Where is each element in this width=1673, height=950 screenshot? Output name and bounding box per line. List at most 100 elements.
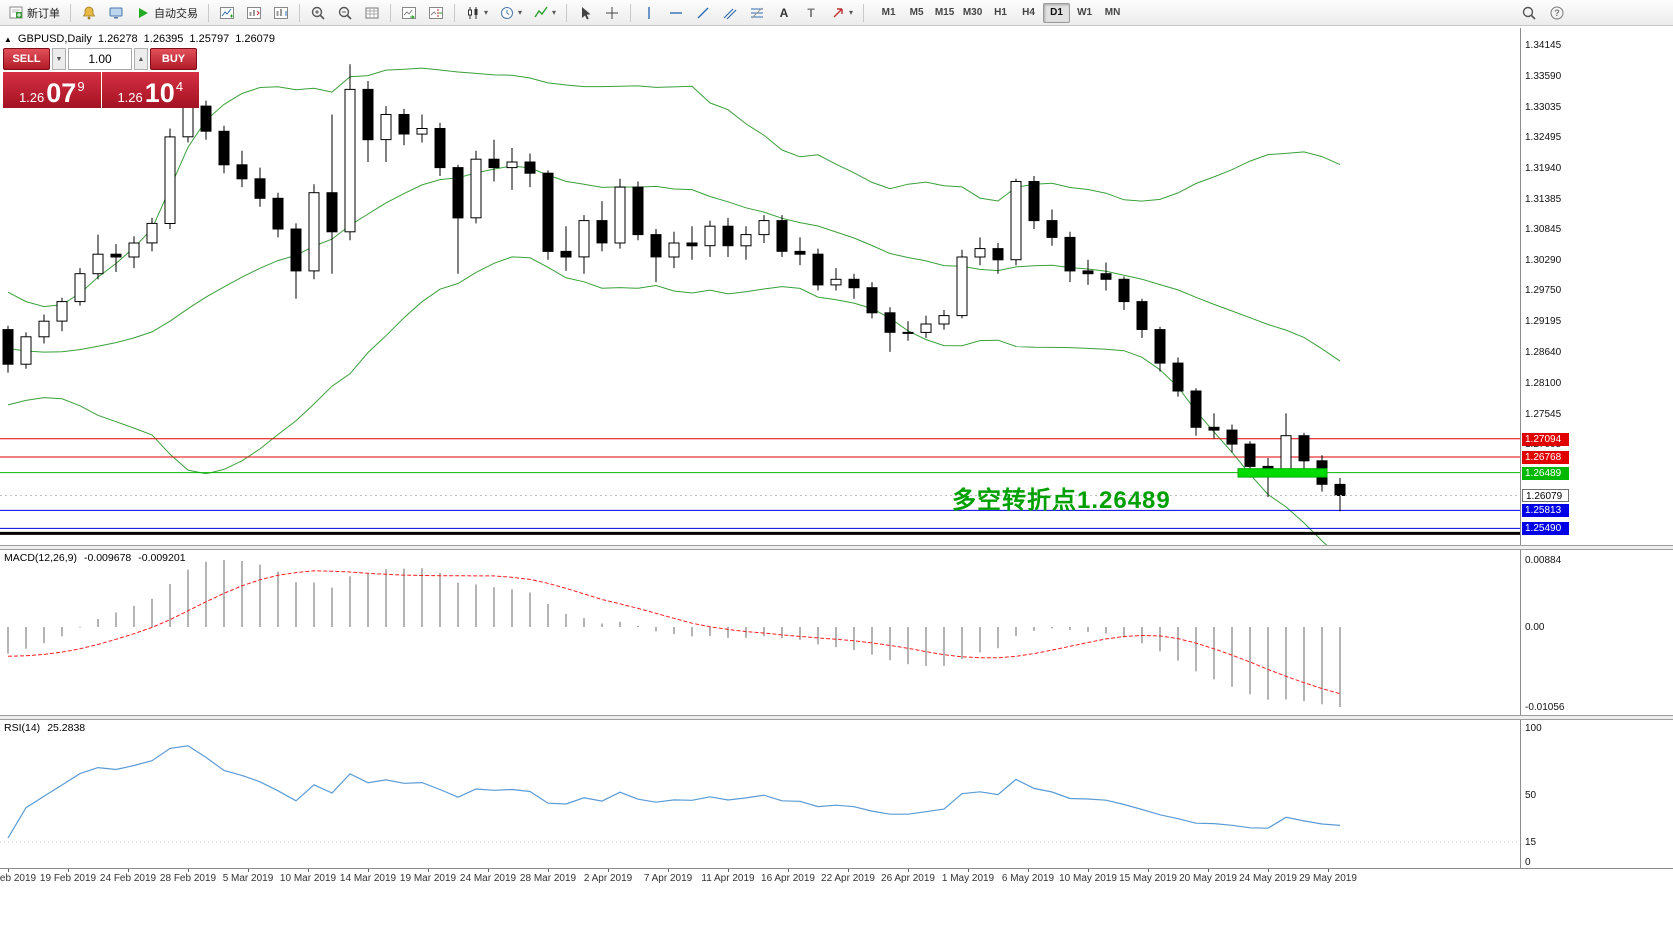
rsi-axis[interactable]: 100 50 15 0 <box>1521 720 1673 868</box>
chart-shift-icon <box>429 6 443 19</box>
alerts-button[interactable] <box>76 2 102 24</box>
time-label: 10 May 2019 <box>1059 873 1117 884</box>
panel-separator[interactable] <box>0 715 1673 720</box>
candles <box>2 64 1346 512</box>
equidistant-channel-icon <box>723 8 737 19</box>
timeframe-H4-button[interactable]: H4 <box>1015 3 1042 23</box>
timeframe-H1-button[interactable]: H1 <box>987 3 1014 23</box>
sell-price-button[interactable]: 1.26 07 9 <box>3 72 101 108</box>
price-line-tag[interactable]: 1.25813 <box>1522 504 1569 518</box>
macd-chart[interactable] <box>0 550 1520 715</box>
price-tick-label: 1.30290 <box>1525 255 1562 267</box>
time-label: 6 May 2019 <box>1001 873 1055 884</box>
buy-button[interactable]: BUY <box>150 48 197 70</box>
time-tick <box>788 869 789 872</box>
sell-button[interactable]: SELL <box>3 48 50 70</box>
time-tick <box>188 869 189 872</box>
one-click-collapse-arrow[interactable]: ▲ <box>4 34 12 44</box>
quote-high: 1.26395 <box>143 33 184 45</box>
timeframe-W1-button[interactable]: W1 <box>1071 3 1098 23</box>
price-line-tag[interactable]: 1.26768 <box>1522 451 1569 465</box>
grid-icon <box>365 7 379 18</box>
trendline-icon <box>697 7 709 18</box>
price-tick-label: 1.31385 <box>1525 194 1562 206</box>
price-axis[interactable]: 1.34145 1.33590 1.33035 1.32495 1.31940 1.313… <box>1521 28 1673 545</box>
chart-shift-button[interactable] <box>423 2 449 24</box>
timeframe-M15-button[interactable]: M15 <box>931 3 958 23</box>
time-tick <box>368 869 369 872</box>
text-button[interactable]: A <box>771 2 797 24</box>
time-label: 24 Mar 2019 <box>459 873 517 884</box>
time-label: 5 Mar 2019 <box>222 873 274 884</box>
price-line-tag[interactable]: 1.27094 <box>1522 432 1569 446</box>
chart-cascade-button[interactable] <box>241 2 267 24</box>
buy-price-prefix: 1.26 <box>117 89 143 105</box>
new-chart-button[interactable] <box>214 2 240 24</box>
chart-type-button[interactable]: ▾ <box>460 2 493 24</box>
chart-tile-button[interactable] <box>268 2 294 24</box>
timeframe-D1-button[interactable]: D1 <box>1043 2 1071 23</box>
macd-axis-label: -0.01056 <box>1525 702 1565 713</box>
price-scale-border <box>1520 28 1521 545</box>
panel-separator[interactable] <box>0 545 1673 550</box>
time-label: 7 Apr 2019 <box>643 873 693 884</box>
new-order-button[interactable]: 新订单 <box>3 2 65 24</box>
timeframe-MN-button[interactable]: MN <box>1099 3 1126 23</box>
horizontal-line-button[interactable] <box>663 2 689 24</box>
rsi-chart[interactable] <box>0 720 1520 868</box>
bollinger-bands <box>7 67 1341 545</box>
search-button[interactable] <box>1516 2 1542 24</box>
toolbar-separator <box>390 3 391 22</box>
vertical-line-button[interactable] <box>636 2 662 24</box>
lot-decrease-button[interactable]: ▼ <box>52 48 66 70</box>
dropdown-caret: ▾ <box>552 8 557 17</box>
cursor-button[interactable] <box>572 2 598 24</box>
fibonacci-button[interactable] <box>744 2 770 24</box>
symbol-period-label: GBPUSD,Daily <box>17 33 92 45</box>
timeframe-M1-button[interactable]: M1 <box>875 3 902 23</box>
arrow-tools-button[interactable]: ▾ <box>825 2 858 24</box>
candlestick-chart[interactable] <box>0 28 1520 545</box>
svg-text:?: ? <box>1554 8 1560 18</box>
price-tick-label: 1.28640 <box>1525 347 1562 359</box>
text-label-button[interactable]: T <box>798 2 824 24</box>
rsi-axis-label: 15 <box>1525 836 1537 848</box>
timeframe-M5-button[interactable]: M5 <box>903 3 930 23</box>
terminal-button[interactable] <box>103 2 129 24</box>
quote-open: 1.26278 <box>97 33 138 45</box>
autotrading-label: 自动交易 <box>154 7 198 20</box>
horizontal-line-icon <box>670 11 683 14</box>
crosshair-icon <box>606 6 619 19</box>
buy-price-button[interactable]: 1.26 10 4 <box>101 72 199 108</box>
channel-button[interactable] <box>717 2 743 24</box>
lot-size-input[interactable] <box>68 48 132 70</box>
help-button[interactable]: ? <box>1544 2 1570 24</box>
autotrading-button[interactable]: 自动交易 <box>130 2 203 24</box>
periods-button[interactable]: ▾ <box>494 2 527 24</box>
candlestick-type-icon <box>468 6 478 19</box>
time-tick <box>1148 869 1149 872</box>
trendline-button[interactable] <box>690 2 716 24</box>
lot-increase-button[interactable]: ▲ <box>134 48 148 70</box>
quote-low: 1.25797 <box>189 33 230 45</box>
time-tick <box>608 869 609 872</box>
rsi-name: RSI(14) <box>4 722 41 734</box>
zoom-out-button[interactable] <box>332 2 358 24</box>
new-chart-icon <box>220 6 234 19</box>
data-window-button[interactable] <box>359 2 385 24</box>
indicators-button[interactable]: ▾ <box>528 2 561 24</box>
chart-window: 1.34145 1.33590 1.33035 1.32495 1.31940 1.313… <box>0 26 1673 950</box>
help-icon: ? <box>1550 6 1564 19</box>
support-zone-rectangle[interactable] <box>1237 468 1328 478</box>
macd-panel: 0.00884 0.00 -0.01056 MACD(12,26,9) -0.009… <box>0 550 1673 715</box>
timeframe-M30-button[interactable]: M30 <box>959 3 986 23</box>
price-line-tag[interactable]: 1.26489 <box>1522 466 1569 480</box>
crosshair-button[interactable] <box>599 2 625 24</box>
macd-axis[interactable]: 0.00884 0.00 -0.01056 <box>1521 550 1673 715</box>
rsi-value: 25.2838 <box>47 722 86 734</box>
price-line-tag[interactable]: 1.25490 <box>1522 522 1569 536</box>
time-tick <box>1268 869 1269 872</box>
auto-scroll-button[interactable] <box>396 2 422 24</box>
zoom-in-button[interactable] <box>305 2 331 24</box>
